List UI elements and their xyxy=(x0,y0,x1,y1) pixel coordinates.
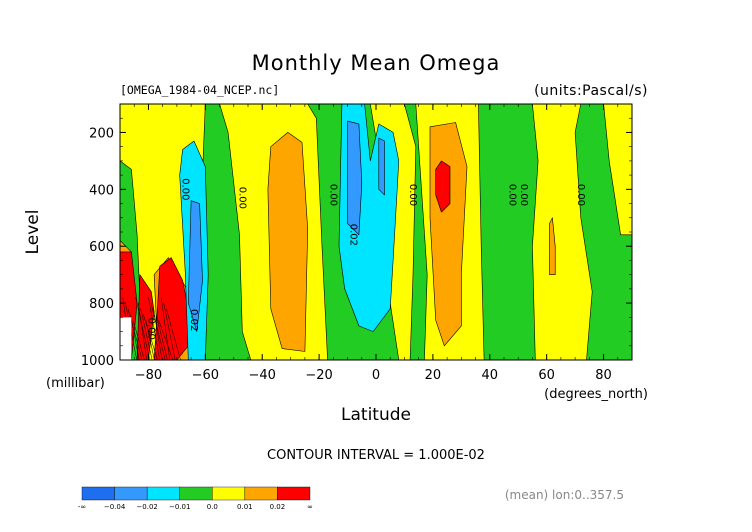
color-legend: -∞ −0.04 −0.02 −0.01 0.0 0.01 0.02 ∞ xyxy=(78,486,313,511)
legend-swatch xyxy=(212,486,246,501)
gradient-contour-line xyxy=(153,308,163,360)
y-tick-label: 1000 xyxy=(81,354,114,369)
contour-value-label: 0.02 xyxy=(188,309,199,331)
gradient-contour-line xyxy=(140,308,153,360)
gradient-contour-line xyxy=(160,297,171,360)
file-label: [OMEGA_1984-04_NCEP.nc] xyxy=(120,83,279,97)
legend-label: −0.02 xyxy=(136,503,157,511)
contour-value-label: 0.00 xyxy=(507,184,518,206)
gradient-contour-line xyxy=(158,320,174,360)
x-tick-label: 80 xyxy=(595,368,612,383)
legend-swatch xyxy=(277,486,311,501)
gradient-contour-line xyxy=(127,308,143,360)
contour-value-label: 0.00 xyxy=(180,178,191,200)
x-tick-label: 20 xyxy=(425,368,442,383)
x-tick-label: −20 xyxy=(305,368,332,383)
legend-swatch xyxy=(146,486,180,501)
x-axis-label: Latitude xyxy=(341,405,411,425)
legend-swatch xyxy=(114,486,148,501)
contour-interval-text: CONTOUR INTERVAL = 1.000E-02 xyxy=(267,448,485,463)
legend-label: −0.01 xyxy=(169,503,190,511)
y-tick-label: 800 xyxy=(89,297,114,312)
x-tick-label: 40 xyxy=(482,368,499,383)
axis-ticks: −80 −60 −40 −20 0 20 40 60 80 200 400 600 800 1000 xyxy=(81,103,633,383)
x-tick-label: 0 xyxy=(372,368,380,383)
x-tick-label: −80 xyxy=(135,368,162,383)
legend-label: 0.01 xyxy=(237,503,253,511)
gradient-contour-line xyxy=(137,303,147,360)
legend-label: 0.02 xyxy=(270,503,286,511)
contour-value-label: 0.00 xyxy=(518,184,529,206)
contour-region xyxy=(429,122,468,347)
gradient-contour-line xyxy=(163,303,176,360)
contour-value-label: 0.00 xyxy=(327,184,338,206)
gradient-contour-line xyxy=(135,297,151,360)
x-tick-label: −40 xyxy=(249,368,276,383)
x-tick-label: 60 xyxy=(538,368,555,383)
x-axis-units: (degrees_north) xyxy=(544,387,648,402)
y-axis-units: (millibar) xyxy=(46,376,105,391)
gradient-contour-line xyxy=(166,308,181,360)
legend-label: 0.0 xyxy=(207,503,218,511)
contour-labels: 0.00 0.00 0.000.020.00 0.00 0.00 0.000.020.00 xyxy=(145,178,586,340)
contour-region xyxy=(347,120,363,236)
units-label: (units:Pascal/s) xyxy=(534,83,648,99)
y-axis-label: Level xyxy=(23,210,43,255)
contour-value-label: 0.00 xyxy=(575,184,586,206)
y-tick-label: 200 xyxy=(89,126,114,141)
y-tick-label: 600 xyxy=(89,240,114,255)
gradient-contour-line xyxy=(145,320,155,360)
gradient-contour-line xyxy=(132,320,145,360)
footer-text: (mean) lon:0..357.5 xyxy=(505,488,624,502)
legend-label: -∞ xyxy=(78,503,86,511)
contour-value-label: 0.02 xyxy=(347,224,358,246)
gradient-contour-line xyxy=(148,297,161,360)
gradient-contour-line xyxy=(155,314,168,360)
contour-value-label: 0.00 xyxy=(145,318,156,340)
y-tick-label: 400 xyxy=(89,183,114,198)
contour-region xyxy=(267,132,309,352)
gradient-contour-line xyxy=(150,303,166,360)
legend-swatch xyxy=(179,486,213,501)
contour-region xyxy=(549,217,556,276)
steep-gradient-lines xyxy=(120,297,181,360)
contour-region xyxy=(603,104,632,236)
gradient-contour-line xyxy=(130,314,140,360)
legend-label: ∞ xyxy=(307,503,313,511)
x-tick-label: −60 xyxy=(192,368,219,383)
contour-value-label: 0.00 xyxy=(407,184,418,206)
missing-data-patch xyxy=(120,317,132,360)
contour-value-label: 0.00 xyxy=(236,187,247,209)
contour-region xyxy=(532,104,593,360)
gradient-contour-line xyxy=(143,314,158,360)
contour-region xyxy=(435,160,451,213)
legend-swatch xyxy=(244,486,278,501)
contour-region xyxy=(378,137,385,196)
legend-swatch xyxy=(81,486,115,501)
contour-region xyxy=(188,200,203,332)
legend-label: −0.04 xyxy=(104,503,126,511)
chart-title: Monthly Mean Omega xyxy=(252,51,501,75)
